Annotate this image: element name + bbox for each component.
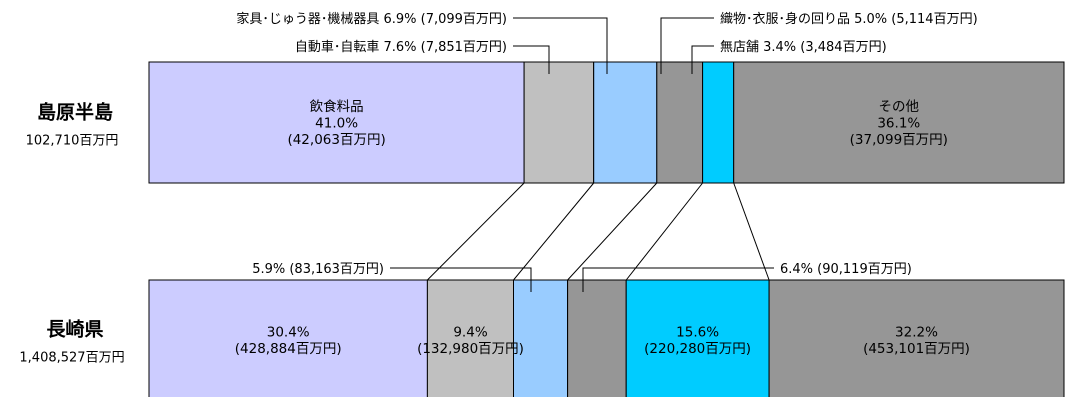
segment-label: 41.0% <box>315 116 358 132</box>
callout-leader-line <box>660 17 714 74</box>
segment-label: 15.6% <box>676 324 719 340</box>
bar-segment <box>148 61 525 184</box>
segment-label: 9.4% <box>453 324 487 340</box>
bar-segment <box>593 61 658 184</box>
bar-segment <box>148 279 428 397</box>
callout-leader-line <box>390 267 532 292</box>
connector-line <box>567 182 658 281</box>
region-total: 102,710百万円 <box>26 134 119 149</box>
segment-label: 32.2% <box>895 324 938 340</box>
segment-label: (42,063百万円) <box>287 132 385 148</box>
bar-segment <box>567 279 627 397</box>
segment-label: その他 <box>879 99 920 115</box>
callout-leader-line <box>513 17 608 74</box>
connector-line <box>427 182 525 281</box>
connector-line <box>513 182 595 281</box>
bar-segment <box>513 279 568 397</box>
bar-segment <box>523 61 595 184</box>
segment-label: 飲食料品 <box>310 98 364 115</box>
connector-line <box>733 182 770 281</box>
callout-label: 織物･衣服･身の回り品 5.0% (5,114百万円) <box>720 11 978 27</box>
segment-label: (453,101百万円) <box>863 341 970 357</box>
callout-leader-line <box>513 45 550 74</box>
segment-label: (428,884百万円) <box>235 341 342 357</box>
callout-label: 家具･じゅう器･機械器具 6.9% (7,099百万円) <box>236 11 507 27</box>
segment-label: (132,980百万円) <box>417 341 524 357</box>
segment-label: 36.1% <box>877 116 920 132</box>
bar-segment <box>625 279 770 397</box>
bar-segment <box>733 61 1065 184</box>
region-total: 1,408,527百万円 <box>19 351 124 366</box>
callout-label: 5.9% (83,163百万円) <box>252 262 384 277</box>
bar-segment <box>768 279 1065 397</box>
callout-leader-line <box>691 45 714 74</box>
segment-label: (37,099百万円) <box>850 132 948 148</box>
callout-leader-line <box>582 267 774 292</box>
connector-line <box>625 182 703 281</box>
segment-label: 30.4% <box>267 324 310 340</box>
callout-label: 無店舗 3.4% (3,484百万円) <box>720 40 887 55</box>
callout-label: 6.4% (90,119百万円) <box>780 262 912 277</box>
bar-segment <box>702 61 735 184</box>
bar-segment <box>656 61 704 184</box>
callout-label: 自動車･自転車 7.6% (7,851百万円) <box>295 40 507 55</box>
region-name: 島原半島 <box>37 101 113 124</box>
segment-label: (220,280百万円) <box>644 341 751 357</box>
region-name: 長崎県 <box>46 318 103 341</box>
